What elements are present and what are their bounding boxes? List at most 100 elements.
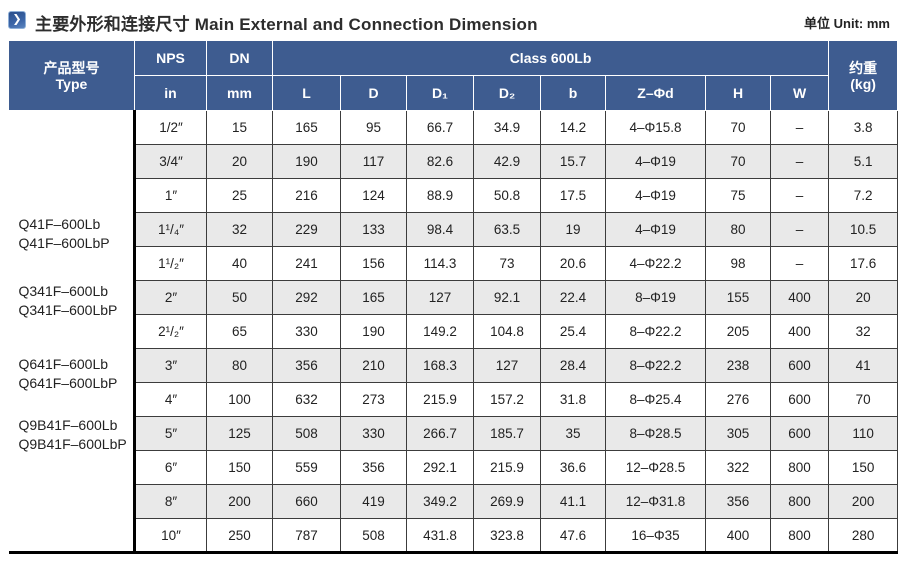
table-row: 2″ 50 292 165 127 92.1 22.4 8–Φ19 155 400 20 — [9, 280, 899, 315]
table-cell: 75 — [705, 178, 771, 213]
table-cell: 32 — [828, 314, 899, 349]
table-cell: 92.1 — [473, 280, 541, 315]
col-header-L: L — [272, 75, 341, 111]
table-cell: 400 — [769, 280, 830, 315]
table-cell: 80 — [705, 212, 771, 247]
col-header-type-en: Type — [55, 75, 88, 92]
table-row: 5″ 125 508 330 266.7 185.7 35 8–Φ28.5 305 600 110 — [9, 416, 899, 451]
table-cell: 266.7 — [406, 416, 474, 451]
table-cell: 4–Φ15.8 — [605, 110, 706, 145]
section-title-row: ❯ 主要外形和连接尺寸 Main External and Connection… — [8, 8, 892, 34]
table-cell: 1¹/₂″ — [134, 246, 207, 281]
table-cell: 155 — [705, 280, 771, 315]
col-header-class-group: Class 600Lb — [271, 40, 830, 76]
table-cell: – — [769, 212, 830, 247]
table-cell: 150 — [206, 450, 273, 485]
table-cell: 3.8 — [828, 110, 899, 145]
table-cell: 15.7 — [540, 144, 606, 179]
type-label: Q41F–600LbP — [18, 235, 110, 251]
table-cell: 800 — [769, 484, 830, 519]
table-cell: 98.4 — [406, 212, 474, 247]
table-cell: 305 — [705, 416, 771, 451]
table-cell: 356 — [340, 450, 407, 485]
table-cell: 35 — [540, 416, 606, 451]
table-cell: 41.1 — [540, 484, 606, 519]
header-row-2: in mm L D D₁ D₂ b Z–Φd H W — [9, 75, 898, 111]
table-cell: 276 — [705, 382, 771, 417]
type-label: Q9B41F–600LbP — [18, 436, 127, 452]
table-cell: 88.9 — [406, 178, 474, 213]
table-cell: 323.8 — [473, 518, 541, 553]
table-cell: 190 — [272, 144, 341, 179]
table-cell: 73 — [473, 246, 541, 281]
table-cell: 8–Φ22.2 — [605, 348, 706, 383]
col-header-D1: D₁ — [406, 75, 474, 111]
table-cell: 229 — [272, 212, 341, 247]
table-cell: 165 — [340, 280, 407, 315]
table-cell: – — [769, 246, 830, 281]
table-cell: 269.9 — [473, 484, 541, 519]
type-label: Q41F–600Lb — [18, 216, 101, 232]
table-cell: 28.4 — [540, 348, 606, 383]
table-cell: 3/4″ — [134, 144, 207, 179]
table-cell: 156 — [340, 246, 407, 281]
type-group: Q41F–600Lb Q41F–600LbP — [19, 215, 110, 253]
table-cell: 400 — [705, 518, 771, 553]
table-cell: 165 — [272, 110, 341, 145]
table-cell: 50.8 — [473, 178, 541, 213]
table-cell: 17.6 — [828, 246, 899, 281]
col-header-nps-unit: in — [134, 75, 207, 111]
col-header-weight-cn: 约重 — [849, 59, 878, 76]
table-cell: 12–Φ31.8 — [605, 484, 706, 519]
table-cell: 356 — [705, 484, 771, 519]
table-cell: 200 — [828, 484, 899, 519]
type-column-cell: Q41F–600Lb Q41F–600LbP Q341F–600Lb Q341F–60… — [8, 110, 136, 553]
col-header-H: H — [705, 75, 771, 111]
col-header-b: b — [540, 75, 606, 111]
table-cell: 36.6 — [540, 450, 606, 485]
table-cell: 216 — [272, 178, 341, 213]
table-cell: 215.9 — [473, 450, 541, 485]
table-cell: 4–Φ19 — [605, 212, 706, 247]
table-cell: 800 — [769, 518, 830, 553]
table-cell: 50 — [206, 280, 273, 315]
table-cell: 800 — [769, 450, 830, 485]
table-cell: 20 — [828, 280, 899, 315]
table-cell: 34.9 — [473, 110, 541, 145]
table-cell: 70 — [705, 110, 771, 145]
table-cell: 14.2 — [540, 110, 606, 145]
page-title-en: Main External and Connection Dimension — [194, 15, 538, 34]
table-cell: 292.1 — [406, 450, 474, 485]
table-cell: – — [769, 178, 830, 213]
table-cell: 431.8 — [406, 518, 474, 553]
table-cell: 127 — [406, 280, 474, 315]
table-cell: 42.9 — [473, 144, 541, 179]
table-cell: 19 — [540, 212, 606, 247]
table-cell: 114.3 — [406, 246, 474, 281]
table-cell: 600 — [769, 382, 830, 417]
col-header-dn-unit: mm — [206, 75, 273, 111]
table-cell: 10.5 — [828, 212, 899, 247]
table-cell: 2¹/₂″ — [134, 314, 207, 349]
type-label: Q641F–600Lb — [18, 356, 109, 372]
table-cell: 25 — [206, 178, 273, 213]
table-cell: 419 — [340, 484, 407, 519]
table-cell: 292 — [272, 280, 341, 315]
table-cell: 3″ — [134, 348, 207, 383]
type-label: Q341F–600LbP — [18, 302, 118, 318]
table-cell: 125 — [206, 416, 273, 451]
col-header-weight: 约重 (kg) — [828, 40, 899, 111]
table-cell: – — [769, 144, 830, 179]
table-cell: 349.2 — [406, 484, 474, 519]
page-title-cn: 主要外形和连接尺寸 — [35, 15, 190, 34]
type-group: Q641F–600Lb Q641F–600LbP — [19, 355, 118, 393]
table-cell: 12–Φ28.5 — [605, 450, 706, 485]
table-cell: 632 — [272, 382, 341, 417]
table-cell: 5.1 — [828, 144, 899, 179]
col-header-type: 产品型号 Type — [8, 40, 135, 111]
table-cell: 47.6 — [540, 518, 606, 553]
chevron-right-icon: ❯ — [12, 13, 22, 25]
table-row: 3/4″ 20 190 117 82.6 42.9 15.7 4–Φ19 70–5.1 — [9, 144, 899, 179]
table-cell: 280 — [828, 518, 899, 553]
